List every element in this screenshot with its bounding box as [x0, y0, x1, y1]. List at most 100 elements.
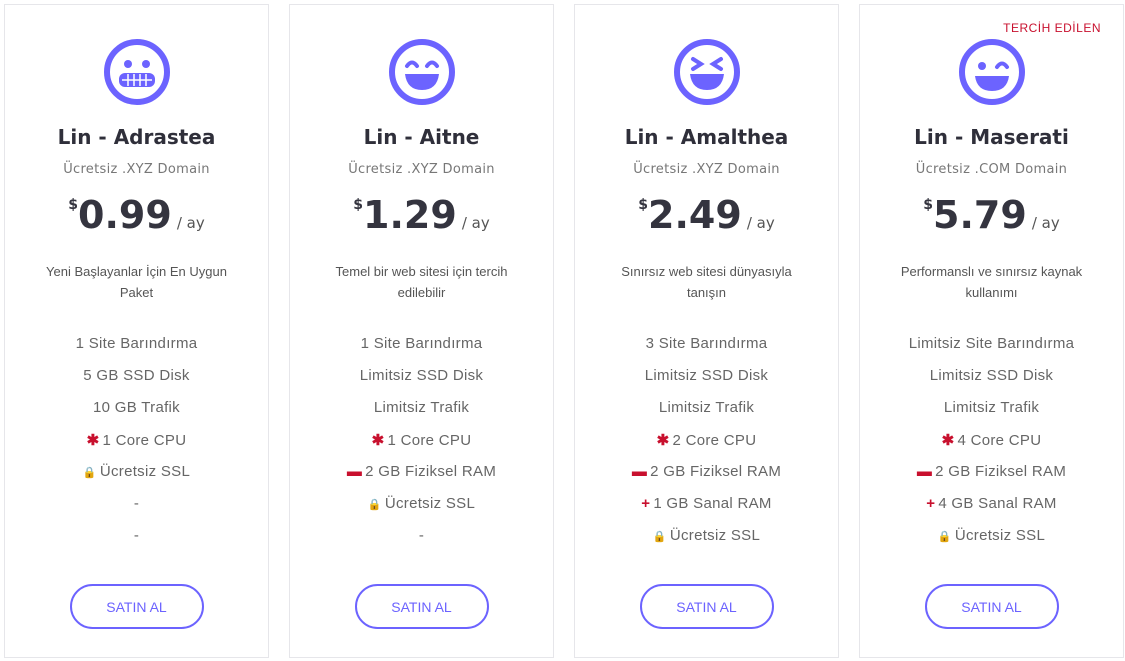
buy-button[interactable]: SATIN AL [354, 584, 489, 629]
price-amount: 2.49 [648, 193, 742, 237]
feature-text: Limitsiz Trafik [943, 399, 1040, 416]
plan-price: $5.79 / ay [860, 193, 1123, 237]
feature-text: 4 GB Sanal RAM [938, 495, 1057, 512]
feature-item: Limitsiz Trafik [290, 399, 553, 416]
feature-text: Ücretsiz SSL [384, 495, 476, 512]
feature-item: - [290, 527, 553, 544]
plan-domain: Ücretsiz .XYZ Domain [348, 162, 495, 177]
feature-item: 3 Site Barındırma [575, 335, 838, 352]
feature-item: Limitsiz Trafik [860, 399, 1123, 416]
feature-text: 2 Core CPU [672, 432, 757, 449]
feature-text: 1 Core CPU [102, 432, 187, 449]
feature-text: - [133, 527, 140, 544]
cpu-asterisk-icon: ✱ [941, 432, 955, 449]
feature-text: - [418, 527, 425, 544]
feature-text: - [133, 495, 140, 512]
plan-title: Lin - Amalthea [624, 125, 789, 149]
feature-text: Limitsiz SSD Disk [359, 367, 484, 384]
feature-item: ▬ 2 GB Fiziksel RAM [860, 463, 1123, 480]
pricing-card: Lin - Adrastea Ücretsiz .XYZ Domain $0.9… [4, 4, 269, 658]
feature-item: - [5, 527, 268, 544]
ram-memory-icon: ▬ [631, 463, 648, 480]
plan-description: Performanslı ve sınırsız kaynak kullanım… [900, 264, 1083, 300]
feature-text: 10 GB Trafik [93, 399, 180, 416]
price-period: / ay [461, 214, 490, 232]
feature-item: 5 GB SSD Disk [5, 367, 268, 384]
price-period: / ay [746, 214, 775, 232]
feature-text: Ücretsiz SSL [99, 463, 191, 480]
buy-button[interactable]: SATIN AL [639, 584, 774, 629]
ssl-lock-icon: 🔒 [937, 531, 952, 543]
plan-title: Lin - Maserati [914, 125, 1069, 149]
feature-item: Limitsiz SSD Disk [575, 367, 838, 384]
feature-text: 4 Core CPU [957, 432, 1042, 449]
grin-face-icon [388, 39, 455, 105]
plan-price: $0.99 / ay [5, 193, 268, 237]
feature-item: Limitsiz SSD Disk [860, 367, 1123, 384]
feature-item: ▬ 2 GB Fiziksel RAM [575, 463, 838, 480]
feature-item: 1 Site Barındırma [290, 335, 553, 352]
feature-text: 2 GB Fiziksel RAM [365, 463, 497, 480]
feature-text: 3 Site Barındırma [645, 335, 768, 352]
currency: $ [638, 197, 648, 213]
feature-text: Limitsiz Trafik [373, 399, 470, 416]
cpu-asterisk-icon: ✱ [656, 432, 670, 449]
feature-text: 5 GB SSD Disk [83, 367, 190, 384]
ram-memory-icon: ▬ [916, 463, 933, 480]
feature-text: Limitsiz Trafik [658, 399, 755, 416]
feature-text: Limitsiz SSD Disk [929, 367, 1054, 384]
plan-description: Temel bir web sitesi için tercih edilebi… [335, 264, 508, 300]
buy-button[interactable]: SATIN AL [69, 584, 204, 629]
feature-item: 10 GB Trafik [5, 399, 268, 416]
feature-item: ✱ 4 Core CPU [860, 431, 1123, 449]
price-amount: 0.99 [78, 193, 172, 237]
ram-memory-icon: ▬ [346, 463, 363, 480]
preferred-badge: TERCİH EDİLEN [1003, 21, 1101, 35]
ssl-lock-icon: 🔒 [82, 467, 97, 479]
feature-text: 1 GB Sanal RAM [653, 495, 772, 512]
cpu-asterisk-icon: ✱ [371, 432, 385, 449]
ssl-lock-icon: 🔒 [367, 499, 382, 511]
feature-item: 🔒 Ücretsiz SSL [575, 527, 838, 544]
plan-title: Lin - Aitne [363, 125, 480, 149]
feature-item: ✱ 2 Core CPU [575, 431, 838, 449]
plan-domain: Ücretsiz .COM Domain [915, 162, 1068, 177]
price-period: / ay [176, 214, 205, 232]
pricing-card: TERCİH EDİLEN Lin - Maserati Ücretsiz .C… [859, 4, 1124, 658]
cpu-asterisk-icon: ✱ [86, 432, 100, 449]
plus-icon: + [926, 495, 936, 512]
feature-text: Limitsiz Site Barındırma [908, 335, 1075, 352]
wink-face-icon [958, 39, 1025, 105]
feature-text: 1 Site Barındırma [360, 335, 483, 352]
currency: $ [923, 197, 933, 213]
feature-item: ▬ 2 GB Fiziksel RAM [290, 463, 553, 480]
feature-item: 🔒 Ücretsiz SSL [290, 495, 553, 512]
feature-item: 1 Site Barındırma [5, 335, 268, 352]
feature-item: 🔒 Ücretsiz SSL [5, 463, 268, 480]
feature-text: 2 GB Fiziksel RAM [650, 463, 782, 480]
feature-item: ✱ 1 Core CPU [290, 431, 553, 449]
pricing-card: Lin - Aitne Ücretsiz .XYZ Domain $1.29 /… [289, 4, 554, 658]
feature-text: Ücretsiz SSL [954, 527, 1046, 544]
feature-item: Limitsiz SSD Disk [290, 367, 553, 384]
plan-price: $1.29 / ay [290, 193, 553, 237]
grimace-face-icon [103, 39, 170, 105]
laughing-squint-face-icon [673, 39, 740, 105]
feature-item: +4 GB Sanal RAM [860, 495, 1123, 512]
buy-button[interactable]: SATIN AL [924, 584, 1059, 629]
price-amount: 1.29 [363, 193, 457, 237]
pricing-card: Lin - Amalthea Ücretsiz .XYZ Domain $2.4… [574, 4, 839, 658]
feature-text: 2 GB Fiziksel RAM [935, 463, 1067, 480]
price-amount: 5.79 [933, 193, 1027, 237]
feature-text: Ücretsiz SSL [669, 527, 761, 544]
plan-description: Yeni Başlayanlar İçin En Uygun Paket [46, 264, 227, 300]
feature-item: Limitsiz Site Barındırma [860, 335, 1123, 352]
plan-domain: Ücretsiz .XYZ Domain [633, 162, 780, 177]
ssl-lock-icon: 🔒 [652, 531, 667, 543]
currency: $ [68, 197, 78, 213]
feature-item: ✱ 1 Core CPU [5, 431, 268, 449]
feature-item: Limitsiz Trafik [575, 399, 838, 416]
plan-title: Lin - Adrastea [57, 125, 216, 149]
currency: $ [353, 197, 363, 213]
feature-text: 1 Core CPU [387, 432, 472, 449]
